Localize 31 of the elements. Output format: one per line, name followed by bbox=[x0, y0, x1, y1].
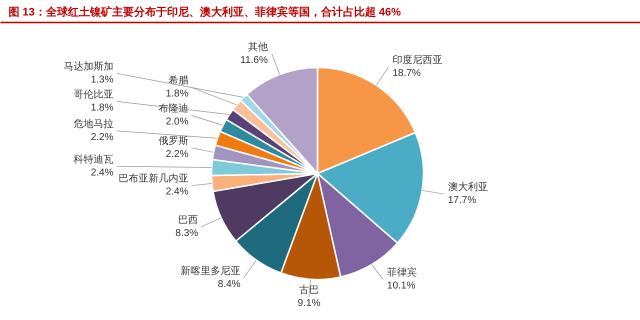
data-label: 18.7% bbox=[392, 68, 421, 79]
slice-label: 古巴 bbox=[299, 284, 320, 296]
data-label: 2.0% bbox=[166, 116, 189, 128]
slice-label: 巴布亚新几内亚 bbox=[118, 172, 188, 185]
data-label: 2.4% bbox=[90, 167, 114, 178]
slice-label: 其他 bbox=[248, 40, 268, 53]
slice-label: 希腊 bbox=[168, 74, 188, 86]
slice-label: 菲律宾 bbox=[387, 266, 418, 278]
slice-label: 巴西 bbox=[178, 214, 198, 226]
slice-label: 科特迪瓦 bbox=[74, 153, 114, 166]
data-label: 8.4% bbox=[218, 278, 241, 290]
slice-label: 新喀里多尼亚 bbox=[180, 264, 241, 277]
slice-label: 哥伦比亚 bbox=[74, 88, 114, 100]
data-label: 10.1% bbox=[387, 280, 416, 292]
slice-label: 马达加斯加 bbox=[64, 60, 114, 72]
chart-title: 图 13：全球红土镍矿主要分布于印尼、澳大利亚、菲律宾等国，合计占比超 46% bbox=[8, 6, 402, 18]
data-label: 1.3% bbox=[90, 74, 114, 86]
slice-label: 危地马拉 bbox=[74, 118, 114, 130]
slice-label: 印度尼西亚 bbox=[392, 54, 442, 66]
data-label: 2.2% bbox=[90, 132, 114, 143]
data-label: 1.8% bbox=[166, 88, 189, 100]
slice-label: 布隆迪 bbox=[158, 102, 188, 114]
data-label: 2.4% bbox=[166, 186, 189, 198]
data-label: 2.2% bbox=[166, 148, 189, 160]
slice-label: 俄罗斯 bbox=[158, 134, 188, 147]
data-label: 17.7% bbox=[448, 194, 476, 206]
data-label: 8.3% bbox=[175, 228, 198, 239]
data-label: 11.6% bbox=[240, 54, 268, 66]
slice-label: 澳大利亚 bbox=[448, 180, 488, 193]
data-label: 1.8% bbox=[90, 102, 114, 114]
data-label: 9.1% bbox=[298, 298, 321, 310]
